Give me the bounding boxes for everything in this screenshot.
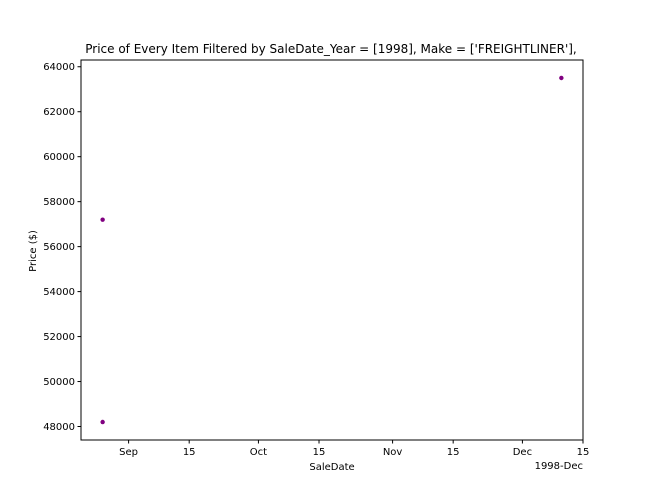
x-tick-label: Nov	[383, 447, 403, 458]
x-tick-label: 15	[183, 447, 196, 458]
y-tick-label: 50000	[43, 377, 75, 388]
plot-frame	[80, 59, 584, 441]
x-tick-label: 15	[447, 447, 460, 458]
x-axis-ticks: Sep 15 Oct 15 Nov 15 Dec 15	[119, 440, 589, 458]
y-tick-label: 54000	[43, 287, 75, 298]
data-point	[100, 217, 105, 222]
chart-title: Price of Every Item Filtered by SaleDate…	[85, 42, 577, 56]
x-tick-label: 15	[313, 447, 326, 458]
x-axis-label: SaleDate	[309, 462, 354, 473]
y-axis-ticks: 48000 50000 52000 54000 56000 58000 60000 62000…	[43, 62, 81, 433]
x-axis-offset-label: 1998-Dec	[535, 461, 583, 472]
y-tick-label: 60000	[43, 152, 75, 163]
x-tick-label: 15	[577, 447, 590, 458]
x-tick-label: Sep	[119, 447, 138, 458]
data-point	[100, 419, 105, 425]
y-tick-label: 52000	[43, 332, 75, 343]
y-tick-label: 56000	[43, 242, 75, 253]
x-tick-label: Oct	[250, 447, 267, 458]
data-points	[100, 75, 564, 425]
y-tick-label: 58000	[43, 197, 75, 208]
y-axis-label: Price ($)	[28, 230, 39, 272]
y-tick-label: 48000	[43, 422, 75, 433]
plot-area	[80, 59, 584, 441]
x-tick-label: Dec	[513, 447, 532, 458]
data-point	[559, 75, 564, 81]
y-tick-label: 64000	[43, 62, 75, 73]
y-tick-label: 62000	[43, 107, 75, 118]
